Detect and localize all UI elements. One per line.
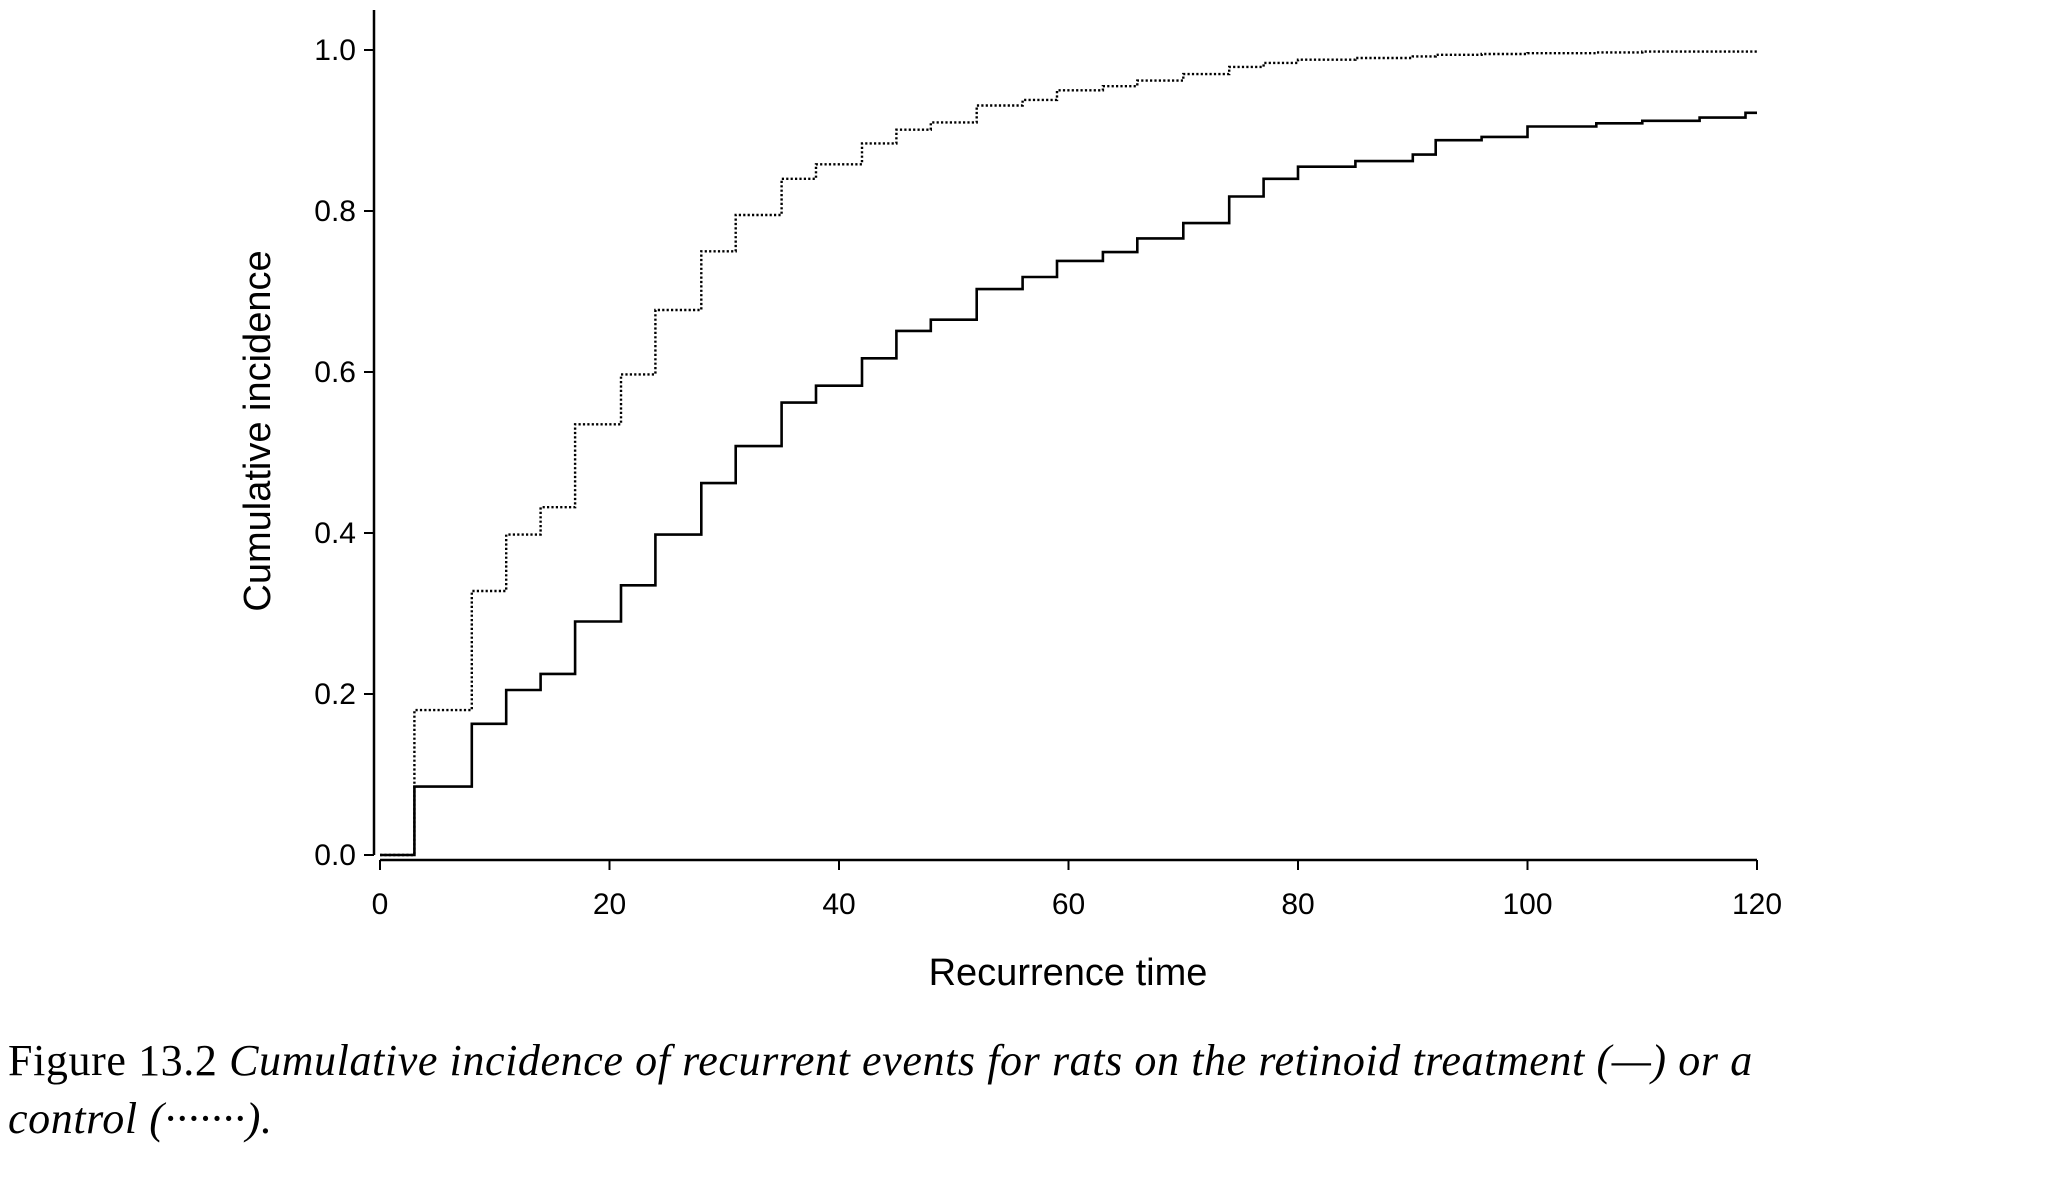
y-tick-label: 0.4 [314, 517, 356, 550]
x-tick-label: 0 [372, 888, 389, 921]
caption-text-line1: Cumulative incidence of recurrent events… [229, 1036, 1753, 1085]
x-tick-label: 20 [593, 888, 626, 921]
x-tick-label: 60 [1052, 888, 1085, 921]
caption-label: Figure 13.2 [8, 1036, 218, 1085]
x-tick-label: 120 [1732, 888, 1782, 921]
y-tick-label: 0.6 [314, 356, 356, 389]
series-layer [380, 50, 1757, 857]
x-axis-title: Recurrence time [929, 952, 1208, 994]
axes: 0.0 0.2 0.4 0.6 0.8 1.0 0 20 40 60 80 100 120 [314, 10, 1782, 921]
y-axis-title: Cumulative incidence [237, 250, 279, 611]
treatment-series-line [380, 111, 1757, 857]
chart: 0.0 0.2 0.4 0.6 0.8 1.0 0 20 40 60 80 100 120 Recurr… [237, 10, 1782, 994]
control-series-line [380, 50, 1757, 857]
y-tick-label: 0.8 [314, 195, 356, 228]
x-tick-label: 100 [1502, 888, 1552, 921]
y-tick-label: 0.0 [314, 839, 356, 872]
caption-text-line2: control (·······). [8, 1094, 273, 1143]
figure-caption: Figure 13.2 Cumulative incidence of recu… [8, 1032, 2058, 1148]
y-tick-label: 0.2 [314, 678, 356, 711]
x-tick-label: 80 [1281, 888, 1314, 921]
y-tick-label: 1.0 [314, 34, 356, 67]
x-tick-label: 40 [822, 888, 855, 921]
